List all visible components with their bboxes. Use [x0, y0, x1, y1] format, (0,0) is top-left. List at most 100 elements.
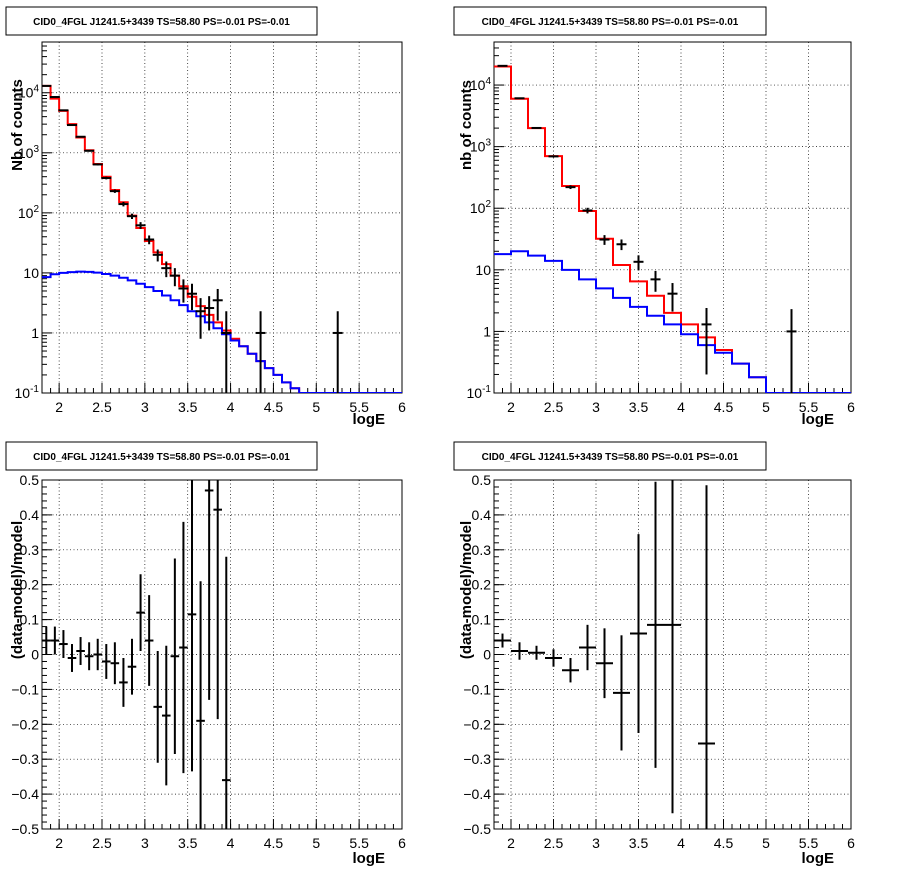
- data-point: [170, 558, 180, 754]
- y-tick-label: −0.4: [11, 786, 39, 802]
- y-tick-label: −0.3: [463, 751, 491, 767]
- data-point: [58, 109, 69, 112]
- data-point: [531, 126, 542, 129]
- y-tick-label: −0.4: [463, 786, 491, 802]
- data-point: [565, 185, 576, 190]
- x-tick-label: 4.5: [714, 399, 734, 415]
- x-tick-label: 2.5: [544, 399, 564, 415]
- data-layer: [42, 84, 402, 393]
- chart-title-box: [5, 441, 318, 471]
- plot-frame: [41, 41, 403, 394]
- x-tick-label: 4: [227, 835, 235, 851]
- y-tick-label: 0.4: [472, 507, 492, 523]
- data-layer: [494, 480, 715, 829]
- y-tick-label: 10: [475, 262, 491, 278]
- data-point: [179, 521, 188, 774]
- data-point: [127, 213, 137, 219]
- chart-panel-3: CID0_4FGL J1241.5+3439 TS=58.80 PS=-0.01…: [5, 441, 406, 867]
- x-axis-label: logE: [353, 850, 386, 867]
- chart-panel-4: CID0_4FGL J1241.5+3439 TS=58.80 PS=-0.01…: [453, 441, 855, 867]
- x-tick-label: 3: [592, 399, 600, 415]
- data-point: [102, 644, 111, 679]
- x-tick-label: 6: [398, 399, 406, 415]
- grid: [42, 480, 402, 829]
- data-point: [118, 201, 129, 207]
- x-axis-label: logE: [802, 850, 835, 867]
- y-tick-label: 0: [483, 647, 491, 663]
- chart-title: CID0_4FGL J1241.5+3439 TS=58.80 PS=-0.01…: [33, 17, 290, 28]
- data-point: [579, 624, 596, 671]
- data-point: [204, 480, 214, 700]
- y-tick-label: 0.4: [20, 507, 40, 523]
- y-tick-label: 10-1: [467, 384, 492, 401]
- x-axis-label: logE: [802, 411, 835, 428]
- data-point: [135, 222, 146, 229]
- x-tick-label: 2: [507, 835, 515, 851]
- plot-frame: [493, 41, 852, 394]
- data-point: [698, 485, 715, 829]
- x-tick-label: 3: [592, 835, 600, 851]
- data-point: [511, 642, 528, 660]
- y-tick-label: 0.5: [472, 472, 492, 488]
- data-point: [599, 235, 610, 245]
- y-tick-label: 0: [31, 647, 39, 663]
- y-tick-label: 0.2: [472, 577, 492, 593]
- data-point: [75, 135, 86, 138]
- y-tick-label: 104: [18, 84, 40, 101]
- x-tick-label: 5.5: [799, 835, 819, 851]
- data-point: [152, 249, 163, 262]
- model-total-step-line: [494, 65, 851, 393]
- data-point: [701, 307, 712, 375]
- data-point: [664, 480, 681, 814]
- grid: [494, 42, 851, 393]
- chart-title: CID0_4FGL J1241.5+3439 TS=58.80 PS=-0.01…: [482, 17, 739, 28]
- data-point: [109, 189, 120, 193]
- data-point: [196, 581, 205, 829]
- x-tick-label: 4: [677, 399, 685, 415]
- chart-title-box: [5, 6, 318, 36]
- y-tick-label: −0.5: [463, 821, 491, 837]
- data-point: [647, 481, 664, 768]
- x-tick-label: 3.5: [178, 835, 198, 851]
- data-point: [187, 480, 197, 772]
- chart-title-box: [453, 441, 767, 471]
- x-tick-label: 4.5: [264, 399, 284, 415]
- y-tick-label: 0.1: [20, 612, 40, 628]
- data-point: [221, 311, 232, 393]
- y-tick-label: 10: [23, 265, 39, 281]
- x-tick-label: 5.5: [349, 835, 369, 851]
- chart-panel-1: CID0_4FGL J1241.5+3439 TS=58.80 PS=-0.01…: [5, 6, 406, 428]
- data-point: [144, 235, 155, 245]
- x-tick-label: 5.5: [799, 399, 819, 415]
- data-point: [67, 124, 77, 127]
- data-point: [633, 255, 644, 271]
- y-tick-label: 0.3: [472, 542, 492, 558]
- data-point: [613, 635, 630, 751]
- x-tick-label: 6: [847, 835, 855, 851]
- x-tick-label: 2: [507, 399, 515, 415]
- data-point: [212, 288, 223, 321]
- data-point: [92, 163, 103, 166]
- data-point: [204, 296, 215, 331]
- y-tick-label: −0.5: [11, 821, 39, 837]
- x-tick-label: 6: [398, 835, 406, 851]
- y-tick-label: −0.1: [11, 681, 39, 697]
- data-layer: [42, 480, 231, 829]
- x-tick-label: 5: [762, 835, 770, 851]
- data-point: [562, 657, 579, 683]
- y-tick-label: 1: [31, 325, 39, 341]
- data-point: [144, 595, 154, 686]
- x-tick-label: 2.5: [92, 399, 112, 415]
- chart-title: CID0_4FGL J1241.5+3439 TS=58.80 PS=-0.01…: [482, 452, 739, 463]
- y-tick-label: 0.5: [20, 472, 40, 488]
- data-layer: [494, 64, 851, 393]
- data-point: [50, 626, 60, 655]
- data-point: [667, 283, 678, 312]
- x-tick-label: 4: [677, 835, 685, 851]
- y-tick-label: −0.1: [463, 681, 491, 697]
- data-point: [119, 657, 128, 707]
- data-point: [42, 626, 51, 655]
- data-point: [93, 638, 102, 671]
- y-tick-label: 103: [18, 144, 40, 161]
- y-tick-label: −0.3: [11, 751, 39, 767]
